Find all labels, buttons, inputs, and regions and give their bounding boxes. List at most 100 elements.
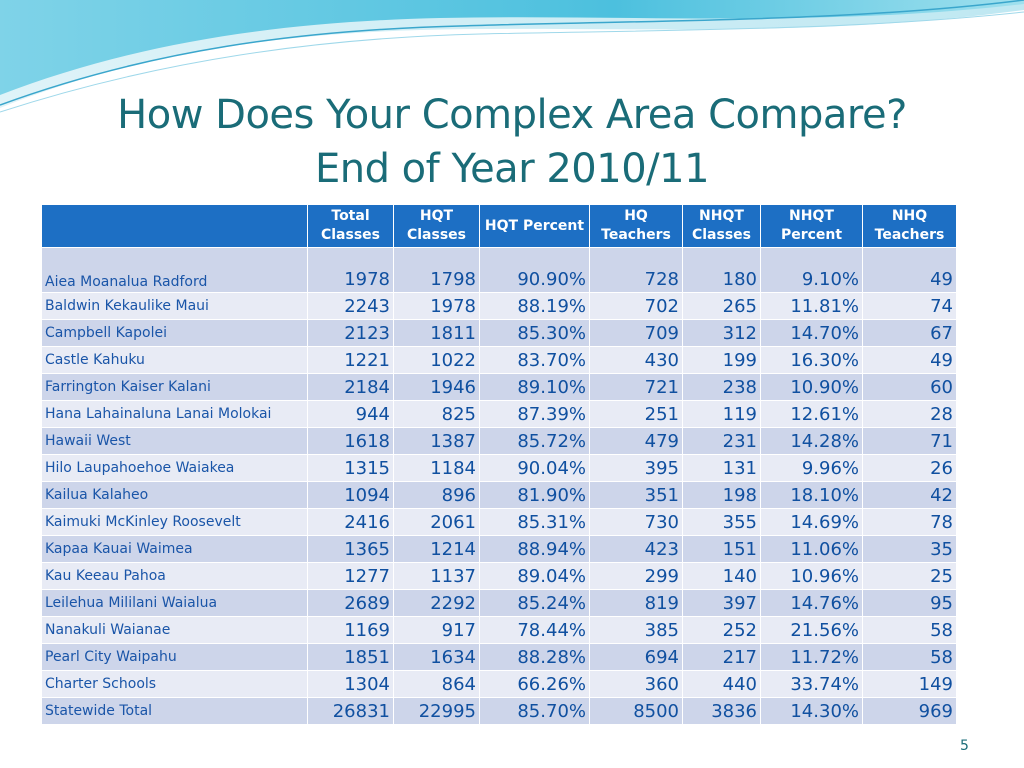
complex-area-name: Kau Keeau Pahoa [41,562,308,590]
table-cell: 694 [589,643,683,671]
table-cell: 1221 [307,346,394,374]
table-cell: 1137 [393,562,480,590]
table-cell: 1946 [393,373,480,401]
table-cell: 217 [682,643,761,671]
complex-area-name: Kailua Kalaheo [41,481,308,509]
table-cell: 479 [589,427,683,455]
table-cell: 385 [589,616,683,644]
table-cell: 22995 [393,697,480,725]
table-cell: 14.28% [760,427,863,455]
table-cell: 85.31% [479,508,590,536]
table-row: Leilehua Mililani Waialua 2689 2292 85.24% 8… [41,589,957,617]
table-cell: 149 [862,670,957,698]
table-cell: 825 [393,400,480,428]
header-cell [41,204,308,248]
table-cell: 87.39% [479,400,590,428]
table-cell: 140 [682,562,761,590]
table-cell: 10.96% [760,562,863,590]
table-cell: 11.72% [760,643,863,671]
table-cell: 42 [862,481,957,509]
table-row: Statewide Total 26831 22995 85.70% 8500 3836 1… [41,697,957,725]
table-row: Campbell Kapolei 2123 1811 85.30% 709 312 14.7… [41,319,957,347]
table-cell: 1978 [393,292,480,320]
table-cell: 71 [862,427,957,455]
table-cell: 180 [682,247,761,293]
table-cell: 16.30% [760,346,863,374]
header-cell: NHQT Classes [682,204,761,248]
table-cell: 730 [589,508,683,536]
table-cell: 66.26% [479,670,590,698]
table-cell: 85.72% [479,427,590,455]
page-number: 5 [960,738,969,754]
table-cell: 1094 [307,481,394,509]
table-cell: 355 [682,508,761,536]
table-cell: 819 [589,589,683,617]
table-cell: 252 [682,616,761,644]
table-cell: 151 [682,535,761,563]
table-cell: 26831 [307,697,394,725]
table-row: Nanakuli Waianae 1169 917 78.44% 385 252 21.56… [41,616,957,644]
table-cell: 25 [862,562,957,590]
table-cell: 1365 [307,535,394,563]
table-row: Kailua Kalaheo 1094 896 81.90% 351 198 18.10% 4… [41,481,957,509]
header-cell: NHQT Percent [760,204,863,248]
table-cell: 709 [589,319,683,347]
table-cell: 1304 [307,670,394,698]
table-cell: 10.90% [760,373,863,401]
table-cell: 11.81% [760,292,863,320]
table-cell: 12.61% [760,400,863,428]
table-cell: 14.70% [760,319,863,347]
table-cell: 83.70% [479,346,590,374]
table-cell: 1315 [307,454,394,482]
table-row: Aiea Moanalua Radford 1978 1798 90.90% 728 18… [41,247,957,293]
table-cell: 21.56% [760,616,863,644]
table-cell: 238 [682,373,761,401]
table-cell: 265 [682,292,761,320]
complex-area-name: Aiea Moanalua Radford [41,247,308,293]
table-cell: 896 [393,481,480,509]
table-cell: 8500 [589,697,683,725]
table-cell: 1618 [307,427,394,455]
table-row: Kaimuki McKinley Roosevelt 2416 2061 85.31%… [41,508,957,536]
table-cell: 1851 [307,643,394,671]
complex-area-name: Castle Kahuku [41,346,308,374]
table-cell: 14.69% [760,508,863,536]
table-cell: 1214 [393,535,480,563]
table-row: Baldwin Kekaulike Maui 2243 1978 88.19% 702 2… [41,292,957,320]
header-cell: HQ Teachers [589,204,683,248]
table-cell: 58 [862,616,957,644]
title-line-1: How Does Your Complex Area Compare? [117,92,907,138]
table-cell: 1798 [393,247,480,293]
table-cell: 131 [682,454,761,482]
table-cell: 90.90% [479,247,590,293]
table-cell: 395 [589,454,683,482]
table-cell: 89.10% [479,373,590,401]
complex-area-name: Nanakuli Waianae [41,616,308,644]
complex-area-name: Kapaa Kauai Waimea [41,535,308,563]
complex-area-name: Charter Schools [41,670,308,698]
table-cell: 351 [589,481,683,509]
table-cell: 95 [862,589,957,617]
table-cell: 89.04% [479,562,590,590]
slide-title: How Does Your Complex Area Compare? End … [0,88,1024,196]
table-cell: 35 [862,535,957,563]
table-cell: 67 [862,319,957,347]
complex-area-name: Leilehua Mililani Waialua [41,589,308,617]
complex-area-name: Hilo Laupahoehoe Waiakea [41,454,308,482]
table-cell: 74 [862,292,957,320]
table-row: Charter Schools 1304 864 66.26% 360 440 33.74%… [41,670,957,698]
table-cell: 11.06% [760,535,863,563]
table-cell: 88.28% [479,643,590,671]
table-cell: 85.24% [479,589,590,617]
table-cell: 944 [307,400,394,428]
table-cell: 423 [589,535,683,563]
table-cell: 917 [393,616,480,644]
table-header-row: Total Classes HQT Classes HQT Percent HQ… [41,204,957,248]
table-cell: 60 [862,373,957,401]
table-row: Kapaa Kauai Waimea 1365 1214 88.94% 423 151 11… [41,535,957,563]
table-cell: 312 [682,319,761,347]
complex-area-name: Farrington Kaiser Kalani [41,373,308,401]
title-line-2: End of Year 2010/11 [314,146,710,192]
table-cell: 2243 [307,292,394,320]
complex-area-name: Hawaii West [41,427,308,455]
